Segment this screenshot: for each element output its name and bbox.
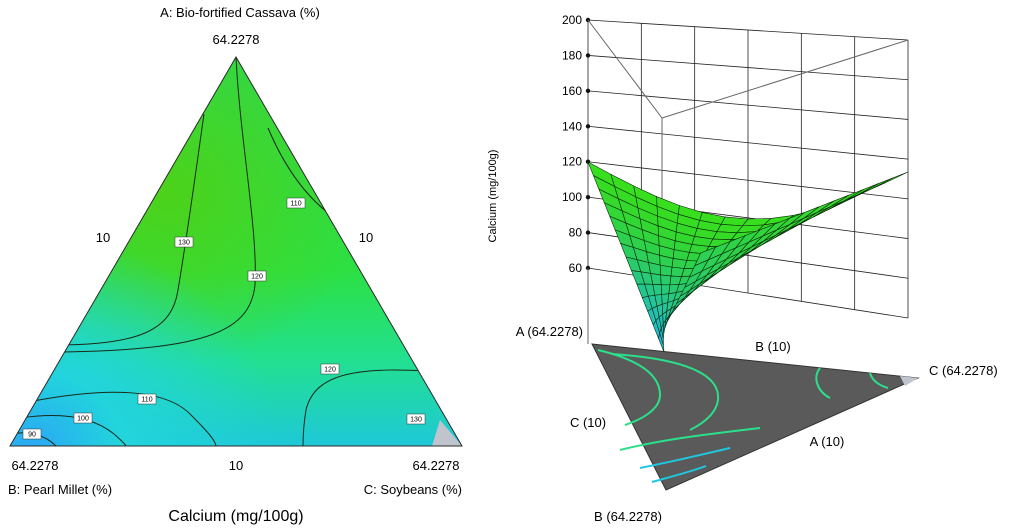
surface-cell <box>803 200 835 219</box>
z-tick-mark <box>585 194 591 200</box>
axis-label-a-mid: A (10) <box>810 434 845 449</box>
surface-plot: 60 80 100 120 140 160 180 200 Calcium (mg/100g)… <box>487 13 998 524</box>
edge-bottom-label: 10 <box>229 458 243 473</box>
contour-120-mid <box>59 57 256 353</box>
wall-grid-line <box>587 55 909 81</box>
frame-line <box>587 19 663 119</box>
z-tick-mark <box>585 53 591 58</box>
contour-label: 110 <box>141 397 152 404</box>
surface-cell <box>659 264 673 277</box>
z-axis-label: Calcium (mg/100g) <box>487 150 499 243</box>
wall-grid-line <box>587 125 909 160</box>
z-tick-mark <box>585 230 591 235</box>
frame-line <box>661 39 909 119</box>
wall-grid-line <box>587 19 909 41</box>
ternary-low-region <box>10 57 462 446</box>
surface-cell <box>650 273 662 286</box>
axis-label-b-mid: B (10) <box>755 339 790 354</box>
axis-label-c-mid: C (10) <box>570 415 606 430</box>
surface-cell <box>660 274 672 286</box>
vertex-c-name: C: Soybeans (%) <box>364 482 462 497</box>
floor-excluded-region <box>900 376 918 386</box>
z-tick-mark <box>585 124 591 129</box>
z-axis-ticks: 60 80 100 120 140 160 180 200 <box>562 13 582 275</box>
contour-label: 90 <box>28 432 36 439</box>
vertex-c-value: 64.2278 <box>413 458 460 473</box>
z-tick-label: 200 <box>562 13 582 27</box>
contour-label: 120 <box>324 367 336 374</box>
z-tick-label: 180 <box>562 48 582 62</box>
vertex-a-value: 64.2278 <box>213 32 260 47</box>
ternary-plot: 130 120 110 120 130 110 100 90 A: Bio-fo… <box>8 5 463 525</box>
edge-right-label: 10 <box>359 230 373 245</box>
edge-left-label: 10 <box>96 230 110 245</box>
vertex-b-name: B: Pearl Millet (%) <box>8 482 112 497</box>
axis-label-c-right: C (64.2278) <box>929 363 998 378</box>
contour-label: 120 <box>251 274 263 281</box>
ternary-border <box>9 56 463 447</box>
z-tick-label: 140 <box>562 119 582 133</box>
z-tick-label: 120 <box>562 155 582 169</box>
contour-130-top <box>54 113 205 346</box>
floor-triangle <box>591 343 920 491</box>
surface-cell <box>816 194 849 213</box>
axis-label-a-top: A (64.2278) <box>516 324 583 339</box>
surface-cell <box>694 246 717 267</box>
axis-label-b-bottom: B (64.2278) <box>594 509 662 524</box>
contour-label: 100 <box>77 416 89 423</box>
contour-labels: 130 120 110 120 130 110 100 90 <box>22 197 426 440</box>
surface-cell <box>660 284 671 295</box>
contour-100-low <box>19 414 127 446</box>
back-walls <box>585 17 909 344</box>
ternary-title: Calcium (mg/100g) <box>168 508 303 525</box>
z-tick-label: 100 <box>562 190 582 204</box>
z-tick-label: 160 <box>562 84 582 98</box>
z-tick-label: 60 <box>569 261 583 275</box>
contour-120-right <box>302 369 443 446</box>
response-surface <box>587 161 909 353</box>
z-tick-label: 80 <box>569 226 583 240</box>
vertex-b-value: 64.2278 <box>12 458 59 473</box>
vertex-a-name: A: Bio-fortified Cassava (%) <box>160 5 320 20</box>
floor-contours <box>597 349 889 483</box>
contour-label: 110 <box>290 201 301 208</box>
ternary-excluded-region <box>432 420 462 446</box>
contour-110-low <box>27 391 217 446</box>
contour-label: 130 <box>410 417 422 424</box>
z-tick-mark <box>585 88 591 94</box>
wall-grid-line <box>587 90 909 120</box>
contour-label: 130 <box>178 240 190 247</box>
